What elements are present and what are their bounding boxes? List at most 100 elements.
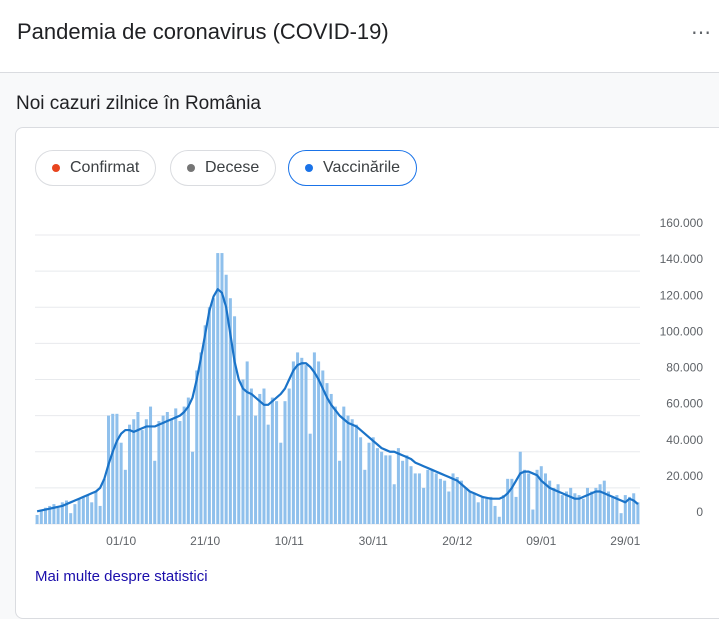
bar [233, 316, 237, 524]
bar [249, 388, 253, 524]
bar [438, 478, 442, 524]
bar [283, 401, 287, 524]
bar [111, 413, 115, 524]
bar [199, 352, 203, 524]
bar [128, 424, 132, 524]
card [15, 127, 719, 619]
bar [518, 451, 522, 524]
bar [342, 406, 346, 524]
bar [107, 415, 111, 524]
bar [90, 502, 94, 524]
chart: 0 20.000 40.000 60.000 80.000 100.000 120.000 1… [35, 216, 704, 548]
y-tick-label: 160.000 [660, 216, 704, 230]
bar [384, 455, 388, 524]
tab-label: Confirmat [70, 159, 140, 176]
bar [228, 298, 232, 524]
bar [472, 493, 476, 524]
bar [367, 442, 371, 524]
bar [241, 379, 245, 524]
bar [585, 487, 589, 524]
bar [102, 478, 106, 524]
y-tick-label: 0 [696, 505, 703, 519]
bar [207, 307, 211, 524]
bar [144, 419, 148, 524]
tab-label: Vaccinările [323, 159, 401, 176]
bar [388, 455, 392, 524]
bar [598, 484, 602, 524]
bar [258, 393, 262, 524]
bar [615, 495, 619, 524]
bar [191, 451, 195, 524]
bar [73, 504, 77, 524]
bar [426, 469, 430, 524]
bar [552, 487, 556, 524]
bar [39, 509, 43, 524]
bar [186, 397, 190, 524]
bar [359, 437, 363, 524]
bar [321, 370, 325, 524]
bar [346, 415, 350, 524]
bar [140, 430, 144, 524]
tab[interactable]: Confirmat [35, 150, 157, 186]
bar [514, 496, 518, 524]
bar [287, 388, 291, 524]
x-tick-label: 29/01 [610, 534, 640, 548]
bar [623, 495, 627, 524]
stats-link[interactable]: Mai multe despre statistici [35, 568, 208, 585]
bar [149, 406, 153, 524]
bar [535, 469, 539, 524]
bar [325, 383, 329, 524]
x-tick-label: 21/10 [190, 534, 220, 548]
bar [380, 451, 384, 524]
bar [216, 253, 220, 524]
bar [531, 509, 535, 524]
bar [64, 500, 69, 524]
bar [636, 502, 640, 524]
bar [43, 507, 48, 524]
tab-dot [52, 164, 60, 172]
bar [464, 487, 468, 524]
bar [581, 498, 585, 524]
bar [392, 484, 396, 524]
bar [560, 495, 564, 524]
y-tick-label: 40.000 [666, 433, 703, 447]
bar [98, 505, 102, 524]
bar [548, 480, 552, 524]
bar [363, 469, 367, 524]
bar [220, 253, 224, 524]
y-tick-label: 120.000 [660, 288, 704, 302]
bar [60, 502, 64, 524]
page: Pandemia de coronavirus (COVID-19) ⋯ Noi… [0, 19, 719, 619]
menu-button[interactable]: ⋯ [691, 22, 711, 44]
tab-dot [305, 164, 313, 172]
bar [409, 466, 413, 524]
bar [300, 357, 304, 524]
bar [195, 370, 199, 524]
bar [312, 352, 316, 524]
bar [506, 478, 510, 524]
tab[interactable]: Vaccinările [288, 150, 418, 186]
bar [86, 495, 90, 524]
y-tick-label: 60.000 [666, 397, 703, 411]
bar [170, 419, 174, 524]
bar [606, 491, 611, 524]
bar [501, 495, 505, 524]
bar [375, 448, 379, 524]
bar [237, 415, 241, 524]
bar [329, 393, 333, 524]
bar [48, 505, 52, 524]
bar [480, 496, 484, 524]
bar [493, 505, 497, 524]
bar [405, 455, 409, 524]
bar [262, 388, 266, 524]
bar [203, 325, 207, 524]
bar [224, 274, 228, 524]
bar [401, 460, 405, 524]
bar [132, 419, 136, 524]
bar [522, 469, 526, 524]
bar [430, 469, 434, 524]
bar [56, 507, 60, 524]
bar [291, 361, 295, 524]
bar [569, 487, 573, 524]
tab[interactable]: Decese [170, 150, 277, 186]
